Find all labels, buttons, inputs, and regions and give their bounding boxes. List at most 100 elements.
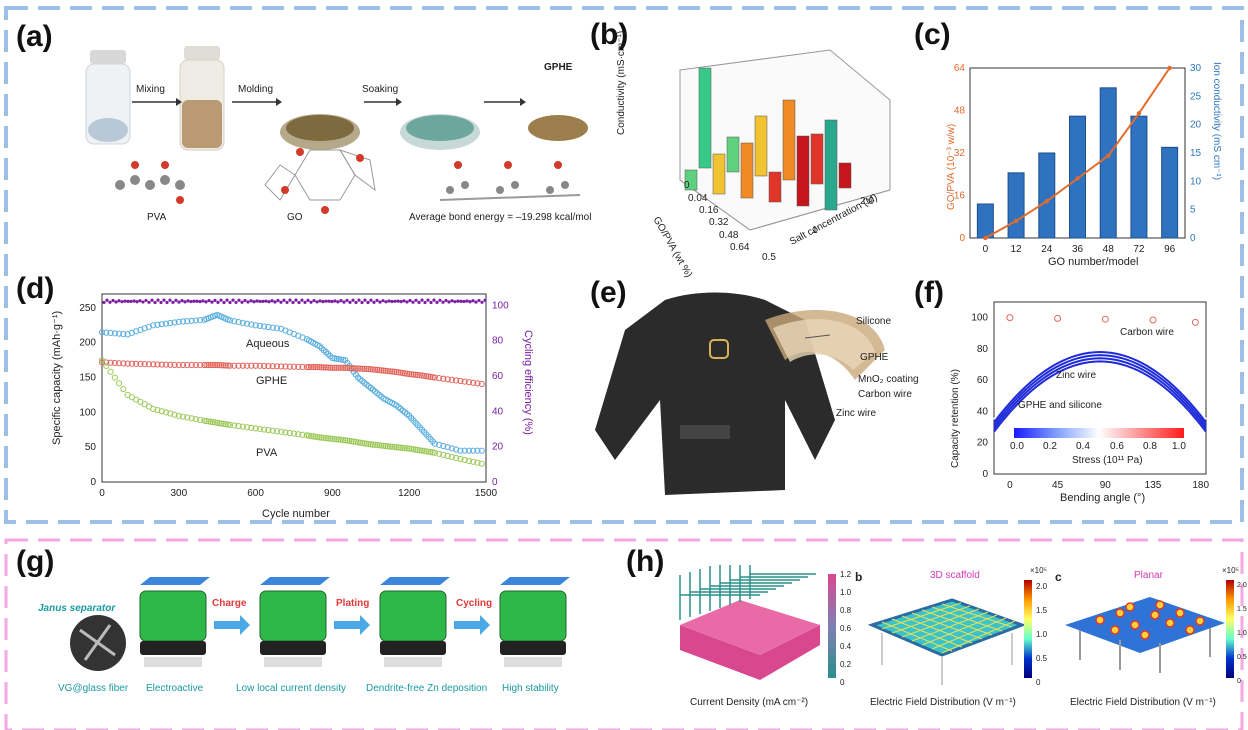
- data-point: [224, 421, 231, 428]
- data-point: [231, 318, 238, 325]
- data-point: [357, 439, 364, 446]
- callout-carbon-wire: Carbon wire: [858, 389, 912, 400]
- efficiency-point: [294, 298, 298, 302]
- caption-high-stability: High stability: [502, 683, 559, 694]
- efficiency-point: [276, 298, 280, 303]
- data-point: [299, 363, 306, 371]
- mesh-line: [891, 605, 971, 634]
- data-point: [386, 368, 394, 375]
- data-point: [216, 362, 223, 369]
- cbar-tick: 0.2: [1043, 441, 1057, 452]
- data-point: [115, 330, 123, 337]
- data-point: [162, 361, 170, 368]
- efficiency-point: [450, 299, 454, 303]
- efficiency-point: [303, 300, 307, 304]
- plot-area: [101, 293, 487, 483]
- data-point: [363, 365, 370, 373]
- data-point: [175, 412, 182, 419]
- data-point: [214, 361, 221, 369]
- efficiency-point: [177, 300, 181, 304]
- cbar1-tick: 1.0: [840, 588, 852, 597]
- data-point: [380, 367, 387, 374]
- data-point: [98, 329, 106, 336]
- efficiency-point: [471, 299, 475, 303]
- d-right-axis-label: Cycling efficiency (%): [522, 330, 534, 435]
- efficiency-point: [402, 299, 406, 303]
- data-point: [179, 361, 187, 369]
- efficiency-point: [255, 299, 259, 303]
- data-point: [457, 377, 464, 385]
- efficiency-point: [252, 300, 256, 304]
- efficiency-point: [417, 300, 421, 304]
- data-point: [111, 374, 118, 381]
- data-point: [423, 373, 430, 380]
- data-point: [339, 364, 347, 371]
- efficiency-point: [357, 298, 361, 302]
- x-tick-label: 900: [324, 488, 341, 499]
- bar: [976, 203, 994, 239]
- cbar-tick: 0.6: [1110, 441, 1124, 452]
- data-point: [457, 447, 464, 454]
- data-point: [303, 364, 310, 371]
- data-point: [269, 324, 276, 331]
- panel-label-b: (b): [590, 18, 629, 51]
- data-point: [111, 359, 118, 367]
- data-point: [154, 406, 161, 414]
- data-point: [209, 361, 217, 369]
- data-point: [350, 365, 357, 372]
- cbar3-tick: 2.0: [1237, 582, 1247, 589]
- right-tick-label: 10: [1190, 176, 1202, 187]
- data-point: [397, 444, 404, 451]
- left-tick-label: 200: [79, 338, 96, 349]
- annotation-zinc-wire: Zinc wire: [1056, 370, 1097, 381]
- cycling-performance-chart: 0 300 600 900 1200 15000501001502002500204060…: [79, 293, 509, 499]
- cbar3-tick: 0.5: [1237, 654, 1247, 661]
- mesh-line: [931, 617, 1007, 650]
- data-point: [252, 362, 259, 369]
- data-point: [365, 440, 372, 448]
- retention-point: [1101, 315, 1109, 323]
- efficiency-point: [201, 299, 205, 303]
- data-point: [367, 366, 374, 373]
- data-point: [305, 364, 313, 371]
- right-tick-label: 5: [1190, 205, 1196, 216]
- data-point: [418, 447, 426, 454]
- left-tick-label: 16: [954, 191, 966, 202]
- data-point: [299, 431, 306, 438]
- data-point: [427, 373, 434, 380]
- y-tick-label: 40: [977, 406, 989, 417]
- data-point: [331, 355, 338, 362]
- efficiency-point: [216, 300, 220, 304]
- data-point: [184, 414, 191, 421]
- data-point: [354, 439, 362, 446]
- efficiency-point: [453, 300, 457, 304]
- efficiency-point: [375, 298, 379, 303]
- data-point: [478, 447, 485, 454]
- data-point: [316, 364, 323, 371]
- efficiency-point: [210, 300, 214, 304]
- step-molding: Molding: [238, 84, 274, 95]
- b-xtick: 0.48: [719, 230, 739, 241]
- data-point: [416, 372, 423, 379]
- arrow-cycling: Cycling: [456, 598, 493, 609]
- data-point: [322, 435, 330, 442]
- bar: [726, 136, 740, 173]
- data-point: [312, 364, 319, 371]
- data-point: [337, 356, 345, 363]
- data-point: [352, 438, 359, 446]
- cbar2-tick: 2.0: [1036, 582, 1048, 591]
- data-point: [448, 453, 455, 461]
- data-point: [175, 318, 182, 325]
- current-density-scaffold: [679, 565, 820, 680]
- substrate: [384, 657, 442, 667]
- data-point: [273, 363, 281, 370]
- data-point: [316, 434, 323, 441]
- mesh-line: [881, 621, 953, 652]
- annotation-gphe-silicone: GPHE and silicone: [1018, 400, 1102, 411]
- data-point: [410, 371, 417, 378]
- efficiency-point: [411, 300, 415, 304]
- data-point: [226, 317, 234, 324]
- data-point: [128, 360, 135, 367]
- data-point: [162, 409, 170, 416]
- right-tick-label: 40: [492, 406, 504, 417]
